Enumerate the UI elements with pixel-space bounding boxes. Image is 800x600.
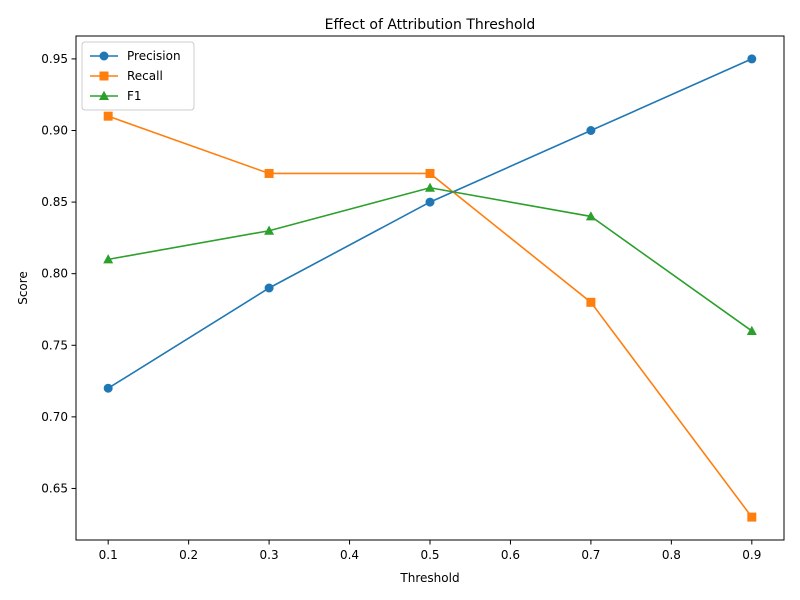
data-point-precision xyxy=(264,283,274,293)
y-tick-label: 0.95 xyxy=(41,52,68,66)
data-point-precision xyxy=(103,383,113,393)
legend-marker-f1 xyxy=(99,90,109,100)
x-tick-label: 0.6 xyxy=(501,548,520,562)
x-tick-label: 0.5 xyxy=(420,548,439,562)
legend-marker-precision xyxy=(99,51,109,61)
x-tick-label: 0.3 xyxy=(260,548,279,562)
data-point-recall xyxy=(747,512,757,522)
plot-lines xyxy=(107,58,753,518)
y-tick-label: 0.75 xyxy=(41,338,68,352)
x-tick-label: 0.9 xyxy=(742,548,761,562)
data-point-f1 xyxy=(746,325,757,335)
y-tick-label: 0.85 xyxy=(41,195,68,209)
series-line-precision xyxy=(107,58,753,389)
y-axis-label: Score xyxy=(16,271,30,305)
x-tick-label: 0.1 xyxy=(99,548,118,562)
x-tick-label: 0.4 xyxy=(340,548,359,562)
legend-label-recall: Recall xyxy=(127,69,163,83)
data-point-f1 xyxy=(103,254,114,264)
x-axis-label: Threshold xyxy=(399,571,459,585)
series-line-f1 xyxy=(108,186,753,332)
data-point-recall xyxy=(425,168,435,178)
data-point-recall xyxy=(264,168,274,178)
legend-box xyxy=(81,41,195,111)
data-point-precision xyxy=(747,54,757,64)
y-axis-ticks: 0.65 0.70 0.75 0.80 0.85 0.90 0.95 xyxy=(41,52,76,495)
plot-markers xyxy=(103,54,757,522)
chart-title: Effect of Attribution Threshold xyxy=(325,17,536,33)
plot-frame xyxy=(75,35,785,541)
data-point-f1 xyxy=(264,225,275,235)
y-tick-label: 0.65 xyxy=(41,481,68,495)
data-point-f1 xyxy=(585,211,596,221)
y-tick-label: 0.70 xyxy=(41,410,68,424)
x-tick-label: 0.7 xyxy=(581,548,600,562)
x-tick-label: 0.8 xyxy=(662,548,681,562)
data-point-recall xyxy=(103,111,113,121)
x-tick-label: 0.2 xyxy=(179,548,198,562)
x-axis-ticks: 0.1 0.2 0.3 0.4 0.5 0.6 0.7 0.8 0.9 xyxy=(99,540,761,562)
legend: Precision Recall F1 xyxy=(81,41,195,111)
legend-label-f1: F1 xyxy=(127,89,142,103)
data-point-precision xyxy=(586,126,596,135)
y-tick-label: 0.90 xyxy=(41,124,68,138)
data-point-f1 xyxy=(425,182,435,192)
y-tick-label: 0.80 xyxy=(41,267,68,281)
data-point-recall xyxy=(586,297,596,307)
legend-label-precision: Precision xyxy=(127,49,181,63)
data-point-precision xyxy=(425,197,435,207)
legend-marker-recall xyxy=(99,71,109,81)
